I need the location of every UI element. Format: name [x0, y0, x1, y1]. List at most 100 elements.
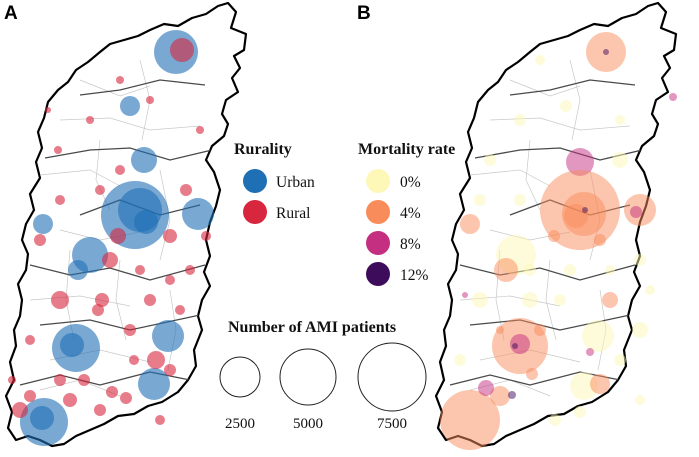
panel-b-bubble: [534, 324, 546, 336]
panel-a-bubble: [182, 198, 214, 230]
panel-b-bubble: [474, 194, 486, 206]
panel-b-bubble: [612, 152, 628, 168]
panel-b-bubble: [460, 214, 480, 234]
panel-b-bubble: [472, 292, 488, 308]
panel-a-bubble: [164, 364, 176, 376]
panel-b-bubble: [632, 322, 648, 338]
panel-a-bubble: [115, 165, 125, 175]
panel-a-bubble: [147, 351, 165, 369]
size-legend-title: Number of AMI patients: [228, 319, 396, 336]
panel-a-bubble: [129, 355, 139, 365]
panel-a-bubble: [94, 404, 106, 416]
rural-label: Rural: [276, 205, 310, 222]
panel-a-bubble: [60, 333, 84, 357]
panel-a-bubble: [78, 374, 90, 386]
panel-a-bubble: [135, 265, 145, 275]
panel-a-bubble: [116, 76, 124, 84]
panel-a-bubble: [33, 214, 53, 234]
size-circle-2500: [219, 356, 261, 398]
panel-a-bubble: [110, 228, 126, 244]
panel-b-bubble: [522, 292, 538, 308]
size-circle-7500: [357, 342, 427, 412]
panel-b-bubble: [635, 395, 645, 405]
panel-b-bubble: [594, 234, 606, 246]
panel-a-bubble: [54, 146, 62, 154]
panel-b-bubble: [603, 49, 609, 55]
bubbles-b: [440, 32, 677, 450]
panel-b-bubble: [478, 380, 494, 396]
panel-b-bubble: [494, 258, 518, 282]
panel-b-bubble: [514, 114, 526, 126]
panel-b-bubble: [440, 390, 500, 450]
panel-a-bubble: [170, 38, 194, 62]
panel-a-bubble: [120, 392, 132, 404]
panel-b-bubble: [566, 148, 594, 176]
panel-a-bubble: [25, 335, 35, 345]
panel-a-bubble: [24, 390, 36, 402]
panel-a-label: A: [4, 3, 18, 24]
rurality-legend-title: Rurality: [234, 141, 292, 158]
panel-b-bubble: [496, 326, 504, 334]
panel-a-bubble: [165, 275, 175, 285]
panel-b-bubble: [605, 265, 615, 275]
mortality-swatch-12: [366, 262, 390, 286]
panel-b-bubble: [630, 206, 642, 218]
panel-b-bubble: [462, 292, 468, 298]
mortality-legend-title: Mortality rate: [358, 141, 455, 158]
panel-a-bubble: [134, 210, 158, 234]
panel-a-bubble: [175, 305, 185, 315]
panel-a-bubble: [106, 386, 118, 398]
mortality-label-0: 0%: [400, 174, 421, 191]
panel-b-bubble: [454, 354, 466, 366]
panel-a-bubble: [12, 402, 28, 418]
panel-b-bubble: [484, 154, 496, 166]
mortality-swatch-8: [366, 231, 390, 255]
mortality-label-4: 4%: [400, 205, 421, 222]
panel-a-bubble: [55, 195, 65, 205]
panel-b-bubble: [669, 93, 677, 101]
panel-a-bubble: [124, 324, 136, 336]
panel-a-bubble: [102, 252, 118, 268]
size-label-2500: 2500: [225, 416, 255, 432]
size-label-5000: 5000: [293, 416, 323, 432]
panel-b-bubble: [645, 285, 655, 295]
panel-a-bubble: [163, 229, 177, 243]
panel-b-bubble: [582, 320, 614, 352]
panel-a-bubble: [63, 393, 77, 407]
panel-a-bubble: [45, 107, 51, 113]
panel-b-bubble: [535, 55, 545, 65]
panel-b-bubble: [564, 264, 576, 276]
panel-b-bubble: [586, 348, 594, 356]
panel-a-bubble: [8, 376, 16, 384]
mortality-swatch-4: [366, 200, 390, 224]
panel-b-bubble: [508, 391, 516, 399]
panel-a-bubble: [95, 185, 105, 195]
urban-swatch: [243, 169, 267, 193]
panel-b-bubble: [582, 207, 588, 213]
panel-a-bubble: [196, 126, 204, 134]
panel-b-bubble: [634, 254, 646, 266]
panel-a-bubble: [138, 368, 170, 400]
panel-a-bubble: [68, 260, 88, 280]
mortality-swatch-0: [366, 169, 390, 193]
mortality-label-12: 12%: [400, 267, 429, 284]
panel-b-bubble: [549, 414, 561, 426]
panel-b-bubble: [614, 354, 626, 366]
panel-b-bubble: [554, 294, 566, 306]
panel-a-bubble: [86, 116, 94, 124]
panel-b-bubble: [526, 368, 538, 380]
panel-a-bubble: [144, 294, 156, 306]
panel-b-bubble: [574, 406, 586, 418]
panel-b-label: B: [357, 3, 371, 24]
panel-a-bubble: [146, 96, 154, 104]
panel-b-bubble: [570, 372, 598, 400]
mortality-label-8: 8%: [400, 236, 421, 253]
panel-b-bubble: [490, 386, 510, 406]
panel-a-bubble: [30, 406, 54, 430]
panel-b-bubble: [548, 230, 560, 242]
panel-b-bubble: [590, 374, 610, 394]
bubbles-a: [8, 30, 214, 446]
panel-b-bubble: [512, 343, 518, 349]
panel-b-bubble: [514, 194, 526, 206]
